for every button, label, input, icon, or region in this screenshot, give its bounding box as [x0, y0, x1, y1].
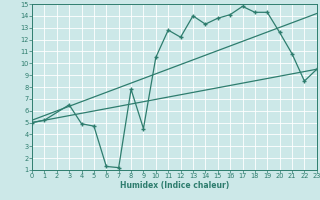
X-axis label: Humidex (Indice chaleur): Humidex (Indice chaleur) — [120, 181, 229, 190]
